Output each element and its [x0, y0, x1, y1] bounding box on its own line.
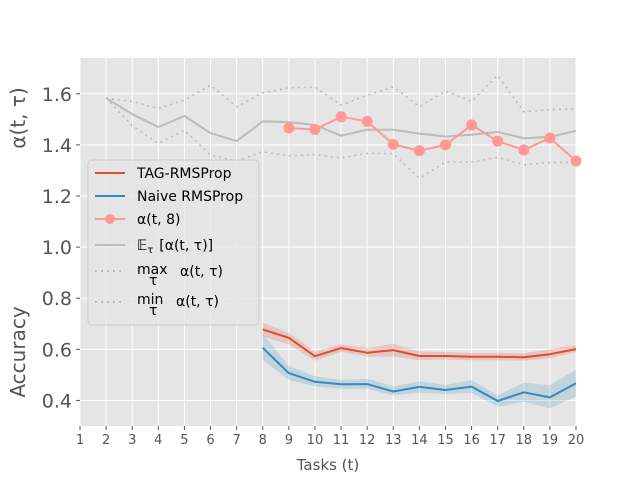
x-tick-label: 15 [437, 433, 454, 448]
y-axis-label-top: α(t, τ) [6, 87, 30, 148]
series-line-tag [262, 328, 577, 359]
x-tick-label: 7 [232, 433, 240, 448]
alpha8-point [439, 139, 451, 151]
x-tick-label: 17 [489, 433, 506, 448]
legend-box [87, 159, 260, 326]
series-markers [283, 111, 582, 167]
x-ticks: 1 2 3 4 5 6 7 8 9 10 11 12 13 14 15 16 17 18 19 20 [76, 426, 584, 448]
alpha8-point [570, 155, 582, 167]
series-line-expect [105, 97, 577, 143]
grid [79, 58, 577, 426]
x-tick-label: 3 [128, 433, 136, 448]
x-tick-label: 10 [307, 433, 324, 448]
legend-label-max-sub: τ [149, 273, 157, 289]
series-line-naive [262, 347, 577, 402]
x-tick-label: 19 [542, 433, 559, 448]
alpha8-point [335, 111, 347, 123]
legend-marker-alpha8 [105, 214, 115, 224]
band-naive [262, 334, 576, 409]
legend-label-max-word: max [137, 262, 168, 278]
legend-expect-rest: [α(t, τ)] [159, 238, 213, 254]
y-axis-label-bottom: Accuracy [6, 306, 30, 397]
legend-label-alpha8: α(t, 8) [137, 212, 180, 228]
band-tag [262, 322, 576, 361]
y-tick-label: 1.2 [42, 186, 72, 208]
y-tick-label: 1.0 [42, 237, 72, 259]
alpha8-point [466, 119, 478, 131]
legend-label-min-sub: τ [149, 303, 157, 319]
legend-expect-sub: τ [147, 245, 153, 256]
y-ticks: 0.4 0.6 0.8 1.0 1.2 1.4 1.6 [42, 84, 80, 412]
alpha8-point [283, 122, 295, 134]
x-tick-label: 16 [463, 433, 480, 448]
y-tick-label: 0.6 [42, 339, 72, 361]
x-tick-label: 20 [568, 433, 585, 448]
series-line-max [105, 74, 577, 113]
legend: TAG-RMSProp Naive RMSProp α(t, 8) 𝔼τ [α(t… [87, 159, 260, 326]
x-tick-label: 13 [385, 433, 402, 448]
x-axis-label: Tasks (t) [296, 456, 360, 474]
x-tick-label: 9 [285, 433, 293, 448]
y-tick-label: 0.8 [42, 288, 72, 310]
confidence-bands [262, 322, 576, 409]
legend-label-min-word: min [137, 292, 163, 308]
alpha8-point [309, 124, 321, 136]
x-tick-label: 18 [516, 433, 533, 448]
x-tick-label: 2 [102, 433, 110, 448]
x-tick-label: 1 [76, 433, 84, 448]
alpha8-point [413, 145, 425, 157]
alpha8-point [361, 115, 373, 127]
x-tick-label: 6 [206, 433, 214, 448]
legend-label-expect: 𝔼τ [α(t, τ)] [137, 238, 213, 256]
y-tick-label: 0.4 [42, 390, 72, 412]
y-tick-label: 1.4 [42, 135, 72, 157]
legend-expect-symbol: 𝔼 [137, 238, 147, 254]
alpha8-point [492, 135, 504, 147]
legend-label-naive: Naive RMSProp [137, 189, 243, 205]
x-tick-label: 4 [154, 433, 162, 448]
x-tick-label: 8 [259, 433, 267, 448]
legend-label-max-rest: α(t, τ) [180, 264, 223, 280]
legend-label-tag: TAG-RMSProp [136, 166, 232, 182]
x-tick-label: 5 [180, 433, 188, 448]
alpha8-point [387, 138, 399, 150]
x-tick-label: 11 [333, 433, 350, 448]
y-tick-label: 1.6 [42, 84, 72, 106]
legend-label-min-rest: α(t, τ) [176, 294, 219, 310]
x-tick-label: 12 [359, 433, 376, 448]
alpha8-point [544, 132, 556, 144]
x-tick-label: 14 [411, 433, 428, 448]
alpha8-point [518, 144, 530, 156]
